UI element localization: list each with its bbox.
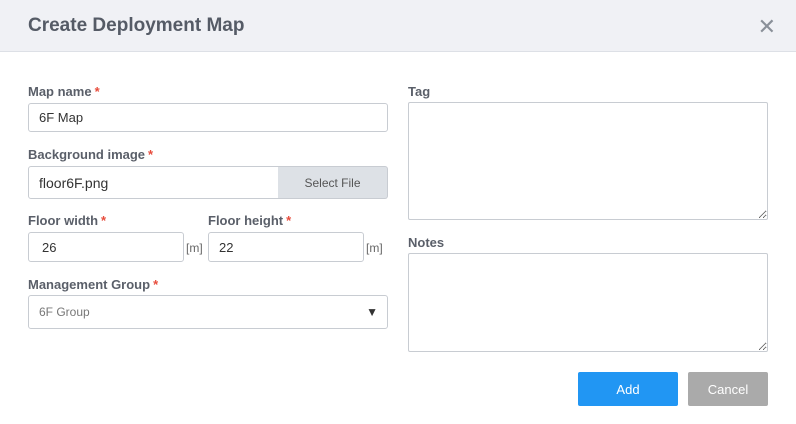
cancel-button[interactable]: Cancel [688,372,768,406]
management-group-label: Management Group * [28,277,159,292]
chevron-down-icon: ▼ [366,305,378,319]
close-icon[interactable]: ✕ [757,14,776,39]
tag-label: Tag [408,84,431,99]
background-image-label: Background image * [28,147,154,162]
tag-textarea[interactable] [408,102,768,220]
management-group-select[interactable]: 6F Group ▼ [28,295,388,329]
dialog-title: Create Deployment Map [28,15,245,36]
floor-width-unit: [m] [186,241,203,255]
dialog-header: Create Deployment Map ✕ [0,0,796,52]
select-file-button[interactable]: Select File [278,166,388,199]
floor-height-unit: [m] [366,241,383,255]
notes-textarea[interactable] [408,253,768,352]
background-image-input[interactable]: floor6F.png [28,166,279,199]
floor-height-input[interactable]: 22 [208,232,364,262]
notes-label: Notes [408,235,445,250]
map-name-label: Map name * [28,84,100,99]
floor-width-label: Floor width * [28,213,107,228]
add-button[interactable]: Add [578,372,678,406]
map-name-input[interactable]: 6F Map [28,103,388,132]
floor-width-input[interactable]: 26 [28,232,184,262]
floor-height-label: Floor height * [208,213,292,228]
